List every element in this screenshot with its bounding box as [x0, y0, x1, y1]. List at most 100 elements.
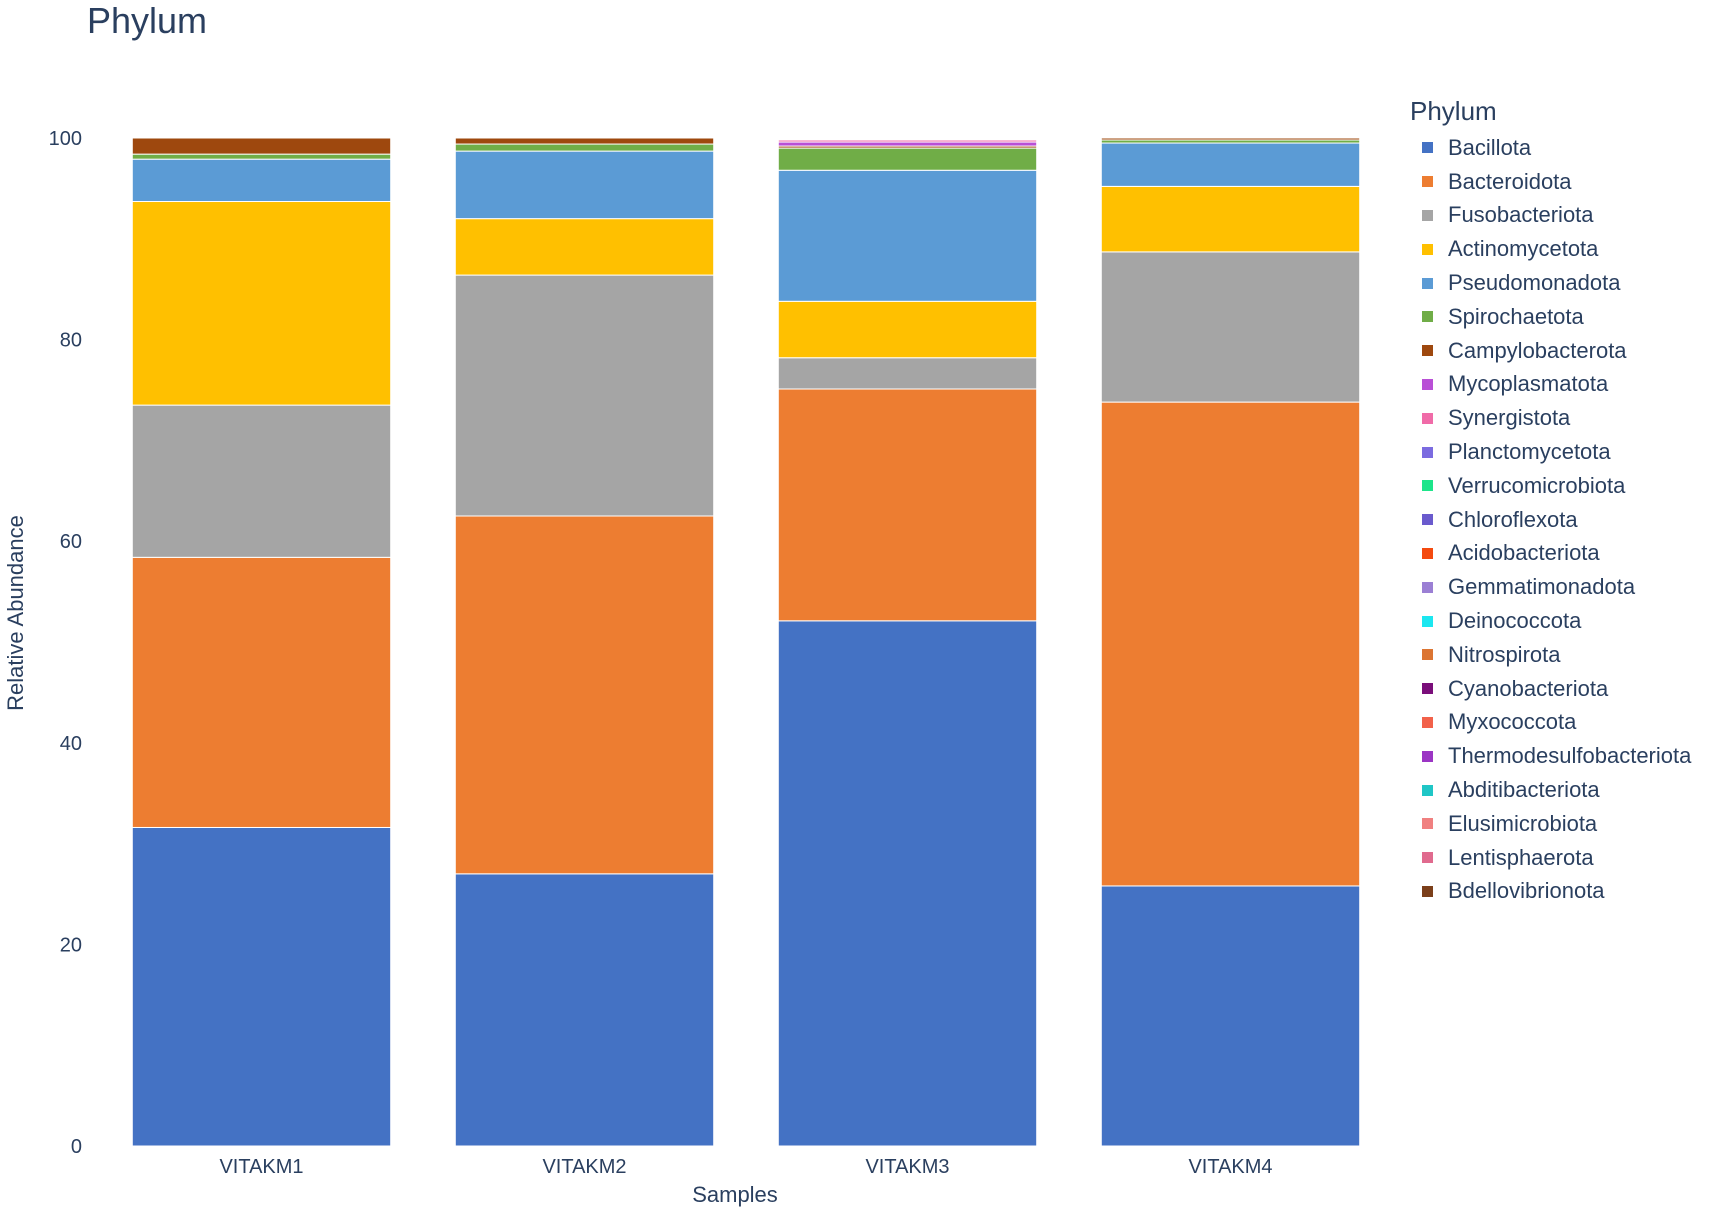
bar-segment-mycoplasmatota[interactable]: [777, 141, 1038, 147]
legend-item[interactable]: Campylobacterota: [1410, 334, 1691, 368]
legend-swatch: [1422, 176, 1433, 188]
x-axis-title: Samples: [692, 1182, 778, 1207]
bar-segment-bacillota[interactable]: [454, 873, 715, 1147]
bar-segment-fusobacteriota[interactable]: [1100, 251, 1361, 403]
bar-stack-VITAKM2[interactable]: [454, 137, 715, 1147]
legend-swatch: [1422, 581, 1433, 593]
legend-swatch: [1422, 547, 1433, 559]
legend-item[interactable]: Spirochaetota: [1410, 300, 1691, 334]
legend-label: Deinococcota: [1448, 608, 1582, 634]
bar-segment-fusobacteriota[interactable]: [131, 404, 392, 558]
legend-item[interactable]: Bacillota: [1410, 131, 1691, 165]
legend-item[interactable]: Acidobacteriota: [1410, 537, 1691, 571]
legend-item[interactable]: Gemmatimonadota: [1410, 570, 1691, 604]
bar-segment-actinomycetota[interactable]: [1100, 185, 1361, 253]
x-tick-label: VITAKM1: [219, 1156, 303, 1178]
y-tick-label: 40: [60, 733, 82, 755]
legend-item[interactable]: Abditibacteriota: [1410, 773, 1691, 807]
bar-segment-fusobacteriota[interactable]: [777, 357, 1038, 390]
bar-stack-VITAKM4[interactable]: [1100, 137, 1361, 1147]
legend-swatch: [1422, 142, 1433, 154]
legend-item[interactable]: Myxococcota: [1410, 706, 1691, 740]
bar-segment-actinomycetota[interactable]: [131, 201, 392, 406]
bar-segment-spirochaetota[interactable]: [454, 143, 715, 152]
bar-segment-spirochaetota[interactable]: [131, 153, 392, 160]
legend-swatch: [1422, 649, 1433, 661]
legend-label: Actinomycetota: [1448, 236, 1599, 262]
legend-label: Spirochaetota: [1448, 303, 1584, 329]
bar-segment-bacteroidota[interactable]: [454, 515, 715, 875]
bar-segment-bacillota[interactable]: [777, 620, 1038, 1147]
legend-item[interactable]: Thermodesulfobacteriota: [1410, 739, 1691, 773]
bar-segment-fusobacteriota[interactable]: [454, 274, 715, 517]
x-tick-label: VITAKM4: [1188, 1156, 1272, 1178]
legend-title: Phylum: [1410, 96, 1497, 126]
bar-segment-bacillota[interactable]: [1100, 885, 1361, 1147]
bar-stack-VITAKM3[interactable]: [777, 139, 1038, 1147]
legend-item[interactable]: Mycoplasmatota: [1410, 368, 1691, 402]
legend-label: Acidobacteriota: [1448, 540, 1600, 566]
bar-stack-VITAKM1[interactable]: [131, 137, 392, 1147]
legend-item[interactable]: Synergistota: [1410, 401, 1691, 435]
legend-swatch: [1422, 716, 1433, 728]
legend-item[interactable]: Verrucomicrobiota: [1410, 469, 1691, 503]
y-axis-title: Relative Abundance: [3, 515, 28, 711]
legend-swatch: [1422, 209, 1433, 221]
legend-swatch: [1422, 852, 1433, 864]
legend-item[interactable]: Elusimicrobiota: [1410, 807, 1691, 841]
legend-item[interactable]: Bacteroidota: [1410, 165, 1691, 199]
legend-label: Bacillota: [1448, 134, 1532, 160]
legend-swatch: [1422, 683, 1433, 695]
legend-label: Mycoplasmatota: [1448, 371, 1609, 397]
legend-swatch: [1422, 514, 1433, 526]
bar-segment-bacteroidota[interactable]: [131, 556, 392, 828]
legend-label: Pseudomonadota: [1448, 270, 1621, 296]
bar-segment-campylobacterota[interactable]: [131, 137, 392, 155]
bar-segment-campylobacterota[interactable]: [1100, 137, 1361, 141]
legend-item[interactable]: Deinococcota: [1410, 604, 1691, 638]
legend-swatch: [1422, 818, 1433, 830]
bar-segment-pseudomonadota[interactable]: [777, 169, 1038, 302]
legend-label: Verrucomicrobiota: [1448, 472, 1626, 498]
legend: Phylum Bacillota Bacteroidota Fusobacterio…: [1410, 96, 1691, 908]
legend-swatch: [1422, 311, 1433, 323]
legend-item[interactable]: Cyanobacteriota: [1410, 672, 1691, 706]
legend-label: Campylobacterota: [1448, 337, 1627, 363]
legend-label: Chloroflexota: [1448, 506, 1578, 532]
legend-swatch: [1422, 277, 1433, 289]
legend-label: Planctomycetota: [1448, 439, 1611, 465]
legend-item[interactable]: Bdellovibrionota: [1410, 875, 1691, 909]
bar-segment-synergistota[interactable]: [777, 139, 1038, 143]
legend-item[interactable]: Nitrospirota: [1410, 638, 1691, 672]
legend-item[interactable]: Fusobacteriota: [1410, 199, 1691, 233]
legend-item[interactable]: Planctomycetota: [1410, 435, 1691, 469]
bar-segment-pseudomonadota[interactable]: [131, 158, 392, 203]
legend-label: Thermodesulfobacteriota: [1448, 743, 1692, 769]
bar-segment-bacteroidota[interactable]: [1100, 401, 1361, 887]
legend-item[interactable]: Lentisphaerota: [1410, 841, 1691, 875]
legend-label: Cyanobacteriota: [1448, 675, 1609, 701]
legend-label: Abditibacteriota: [1448, 777, 1600, 803]
y-tick-label: 100: [49, 128, 82, 150]
bar-segment-actinomycetota[interactable]: [777, 300, 1038, 359]
bar-segment-pseudomonadota[interactable]: [454, 150, 715, 220]
bar-segment-actinomycetota[interactable]: [454, 218, 715, 276]
bar-segment-pseudomonadota[interactable]: [1100, 142, 1361, 187]
legend-label: Myxococcota: [1448, 709, 1577, 735]
bar-segment-bacteroidota[interactable]: [777, 388, 1038, 622]
y-axis: 0 20 40 60 80 100: [49, 128, 82, 1158]
y-tick-label: 0: [71, 1136, 82, 1158]
x-tick-label: VITAKM2: [542, 1156, 626, 1178]
bar-segment-bacillota[interactable]: [131, 826, 392, 1147]
legend-item[interactable]: Chloroflexota: [1410, 503, 1691, 537]
bar-segment-campylobacterota[interactable]: [454, 137, 715, 145]
legend-label: Synergistota: [1448, 405, 1571, 431]
legend-item[interactable]: Pseudomonadota: [1410, 266, 1691, 300]
legend-swatch: [1422, 378, 1433, 390]
legend-swatch: [1422, 615, 1433, 627]
legend-label: Bdellovibrionota: [1448, 878, 1605, 904]
legend-item[interactable]: Actinomycetota: [1410, 232, 1691, 266]
y-tick-label: 80: [60, 330, 82, 352]
bar-segment-spirochaetota[interactable]: [777, 147, 1038, 171]
legend-swatch: [1422, 243, 1433, 255]
